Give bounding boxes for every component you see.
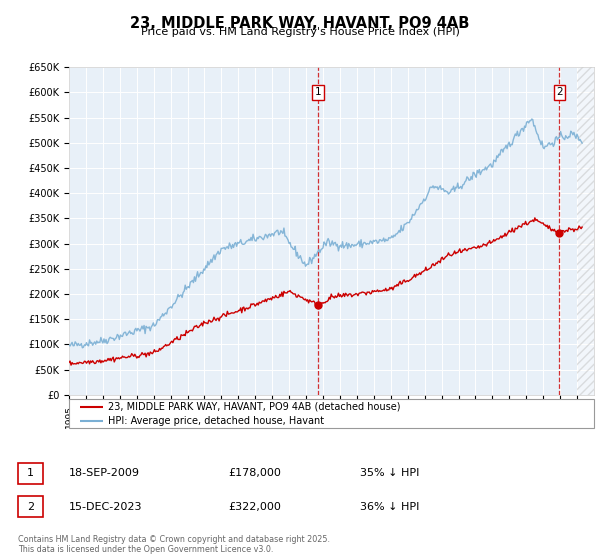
Bar [577, 67, 594, 395]
Text: 23, MIDDLE PARK WAY, HAVANT, PO9 4AB: 23, MIDDLE PARK WAY, HAVANT, PO9 4AB [130, 16, 470, 31]
FancyBboxPatch shape [69, 399, 594, 428]
Text: Price paid vs. HM Land Registry's House Price Index (HPI): Price paid vs. HM Land Registry's House … [140, 27, 460, 37]
Text: HPI: Average price, detached house, Havant: HPI: Average price, detached house, Hava… [109, 416, 325, 426]
Text: 18-SEP-2009: 18-SEP-2009 [69, 468, 140, 478]
Text: 23, MIDDLE PARK WAY, HAVANT, PO9 4AB (detached house): 23, MIDDLE PARK WAY, HAVANT, PO9 4AB (de… [109, 402, 401, 412]
Text: 1: 1 [27, 468, 34, 478]
Text: £178,000: £178,000 [228, 468, 281, 478]
Text: 35% ↓ HPI: 35% ↓ HPI [360, 468, 419, 478]
Text: 15-DEC-2023: 15-DEC-2023 [69, 502, 143, 512]
Text: Contains HM Land Registry data © Crown copyright and database right 2025.: Contains HM Land Registry data © Crown c… [18, 535, 330, 544]
Text: 2: 2 [27, 502, 34, 512]
Text: 1: 1 [315, 87, 322, 97]
Text: 2: 2 [556, 87, 563, 97]
Text: This data is licensed under the Open Government Licence v3.0.: This data is licensed under the Open Gov… [18, 545, 274, 554]
Text: £322,000: £322,000 [228, 502, 281, 512]
Text: 36% ↓ HPI: 36% ↓ HPI [360, 502, 419, 512]
